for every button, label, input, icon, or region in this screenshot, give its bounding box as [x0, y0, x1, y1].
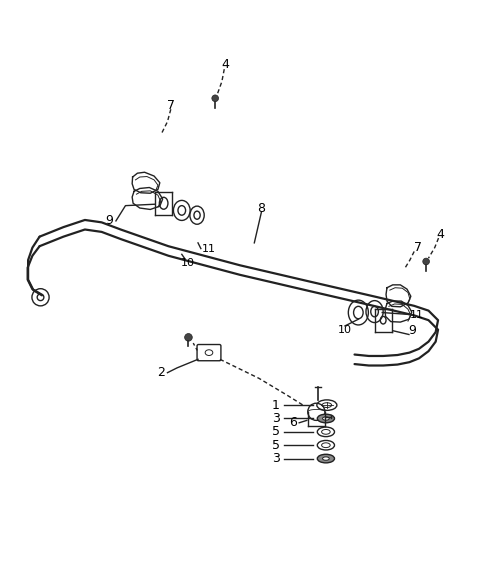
Text: 2: 2	[157, 366, 165, 379]
Text: 4: 4	[436, 228, 444, 241]
Ellipse shape	[317, 414, 335, 423]
Circle shape	[185, 333, 192, 341]
Text: 7: 7	[414, 241, 421, 254]
Ellipse shape	[323, 417, 329, 420]
Text: 11: 11	[409, 310, 423, 320]
Text: 10: 10	[180, 258, 194, 268]
Text: 3: 3	[272, 412, 280, 425]
Text: 1: 1	[272, 399, 280, 412]
Text: 5: 5	[272, 439, 280, 452]
Text: 8: 8	[257, 201, 265, 214]
Text: 11: 11	[202, 244, 216, 254]
Ellipse shape	[317, 454, 335, 463]
Text: 4: 4	[222, 58, 229, 72]
Circle shape	[212, 95, 218, 102]
Ellipse shape	[323, 457, 329, 460]
Text: 10: 10	[338, 325, 352, 334]
Text: 7: 7	[167, 99, 175, 112]
Text: 6: 6	[289, 416, 297, 429]
Text: 5: 5	[272, 425, 280, 438]
Text: 9: 9	[408, 324, 416, 337]
Circle shape	[423, 258, 430, 265]
Text: 3: 3	[272, 452, 280, 465]
Text: 9: 9	[105, 214, 113, 227]
